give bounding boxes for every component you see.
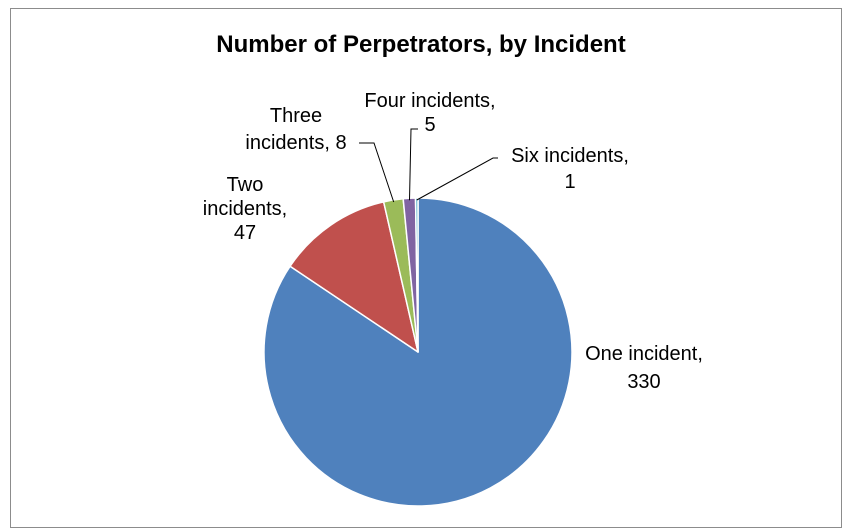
data-label-line: Six incidents, — [511, 145, 629, 167]
leader-line-four-incidents — [409, 128, 418, 201]
data-label-six-incidents: Six incidents, 1 — [511, 145, 629, 193]
pie-slice-six-incidents — [414, 197, 419, 353]
leader-lines — [359, 128, 498, 203]
data-label-line: 47 — [234, 222, 256, 244]
data-label-line: 1 — [564, 171, 575, 193]
chart-title: Number of Perpetrators, by Incident — [216, 31, 625, 58]
data-label-four-incidents: Four incidents, 5 — [364, 90, 495, 136]
data-label-line: incidents, 8 — [245, 132, 346, 154]
data-label-two-incidents: Two incidents, 47 — [203, 174, 288, 244]
data-label-line: 330 — [627, 371, 660, 393]
pie-slices — [263, 197, 573, 507]
data-label-line: Three — [270, 105, 322, 127]
data-label-three-incidents: Three incidents, 8 — [245, 105, 346, 154]
data-label-line: incidents, — [203, 198, 288, 220]
data-label-line: Two — [227, 174, 264, 196]
pie-slice-two-incidents — [289, 201, 419, 353]
data-label-one-incident: One incident, 330 — [585, 343, 703, 393]
data-label-line: Four incidents, — [364, 90, 495, 112]
data-labels: One incident, 330 Two incidents, 47 Three inci… — [203, 90, 703, 393]
leader-line-three-incidents — [359, 142, 395, 203]
data-label-line: 5 — [424, 114, 435, 136]
data-label-line: One incident, — [585, 343, 703, 365]
leader-line-six-incidents — [416, 157, 498, 201]
